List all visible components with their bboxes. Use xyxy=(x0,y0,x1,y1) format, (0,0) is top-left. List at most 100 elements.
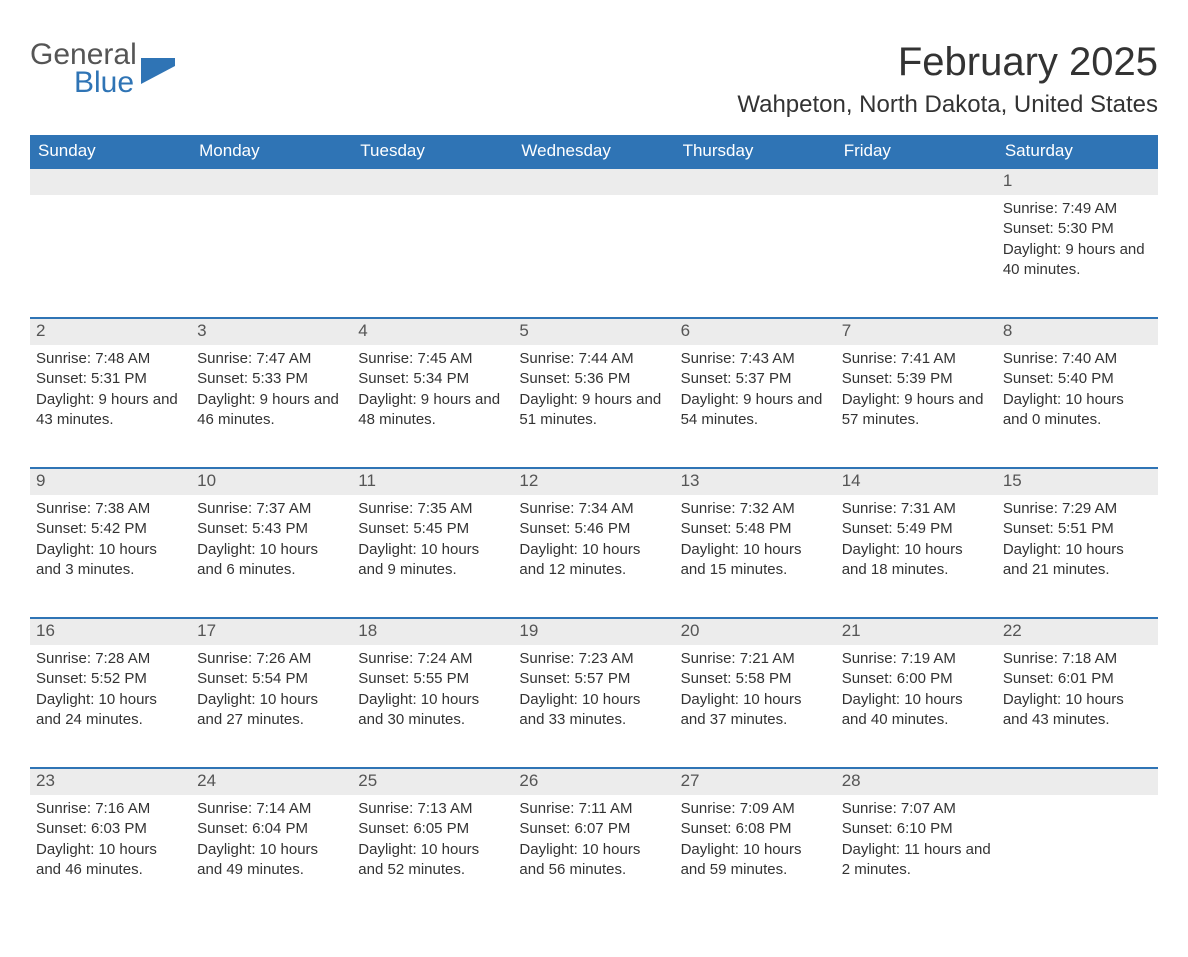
calendar-cell xyxy=(513,168,674,318)
calendar-cell: 15Sunrise: 7:29 AMSunset: 5:51 PMDayligh… xyxy=(997,468,1158,618)
sunset-text: Sunset: 5:49 PM xyxy=(842,519,991,539)
logo: General Blue xyxy=(30,40,175,98)
daylight-text: Daylight: 9 hours and 51 minutes. xyxy=(519,390,668,431)
calendar-cell: 18Sunrise: 7:24 AMSunset: 5:55 PMDayligh… xyxy=(352,618,513,768)
logo-text-2: Blue xyxy=(74,68,137,98)
day-number: 2 xyxy=(30,319,191,345)
day-body: Sunrise: 7:26 AMSunset: 5:54 PMDaylight:… xyxy=(191,645,352,767)
weekday-header: Thursday xyxy=(675,135,836,168)
day-body: Sunrise: 7:40 AMSunset: 5:40 PMDaylight:… xyxy=(997,345,1158,467)
day-number: 3 xyxy=(191,319,352,345)
sunset-text: Sunset: 6:10 PM xyxy=(842,819,991,839)
daylight-text: Daylight: 10 hours and 46 minutes. xyxy=(36,840,185,881)
sunrise-text: Sunrise: 7:38 AM xyxy=(36,499,185,519)
day-body: Sunrise: 7:41 AMSunset: 5:39 PMDaylight:… xyxy=(836,345,997,467)
daylight-text: Daylight: 10 hours and 18 minutes. xyxy=(842,540,991,581)
daylight-text: Daylight: 10 hours and 43 minutes. xyxy=(1003,690,1152,731)
sunset-text: Sunset: 6:03 PM xyxy=(36,819,185,839)
day-number xyxy=(513,169,674,195)
day-body xyxy=(30,195,191,317)
calendar-cell: 2Sunrise: 7:48 AMSunset: 5:31 PMDaylight… xyxy=(30,318,191,468)
calendar-cell xyxy=(191,168,352,318)
sunset-text: Sunset: 6:07 PM xyxy=(519,819,668,839)
calendar-cell: 19Sunrise: 7:23 AMSunset: 5:57 PMDayligh… xyxy=(513,618,674,768)
sunset-text: Sunset: 5:57 PM xyxy=(519,669,668,689)
sunset-text: Sunset: 5:36 PM xyxy=(519,369,668,389)
sunrise-text: Sunrise: 7:45 AM xyxy=(358,349,507,369)
day-body: Sunrise: 7:38 AMSunset: 5:42 PMDaylight:… xyxy=(30,495,191,617)
location-subtitle: Wahpeton, North Dakota, United States xyxy=(737,91,1158,119)
sunset-text: Sunset: 5:48 PM xyxy=(681,519,830,539)
calendar-cell: 12Sunrise: 7:34 AMSunset: 5:46 PMDayligh… xyxy=(513,468,674,618)
daylight-text: Daylight: 10 hours and 33 minutes. xyxy=(519,690,668,731)
day-number: 25 xyxy=(352,769,513,795)
day-number: 28 xyxy=(836,769,997,795)
day-body: Sunrise: 7:23 AMSunset: 5:57 PMDaylight:… xyxy=(513,645,674,767)
calendar-cell: 8Sunrise: 7:40 AMSunset: 5:40 PMDaylight… xyxy=(997,318,1158,468)
day-body: Sunrise: 7:18 AMSunset: 6:01 PMDaylight:… xyxy=(997,645,1158,767)
daylight-text: Daylight: 10 hours and 59 minutes. xyxy=(681,840,830,881)
calendar-cell: 26Sunrise: 7:11 AMSunset: 6:07 PMDayligh… xyxy=(513,768,674,917)
calendar-cell xyxy=(352,168,513,318)
sunset-text: Sunset: 5:58 PM xyxy=(681,669,830,689)
sunset-text: Sunset: 6:05 PM xyxy=(358,819,507,839)
day-body: Sunrise: 7:21 AMSunset: 5:58 PMDaylight:… xyxy=(675,645,836,767)
sunrise-text: Sunrise: 7:44 AM xyxy=(519,349,668,369)
calendar-cell xyxy=(675,168,836,318)
daylight-text: Daylight: 10 hours and 40 minutes. xyxy=(842,690,991,731)
daylight-text: Daylight: 9 hours and 48 minutes. xyxy=(358,390,507,431)
day-body: Sunrise: 7:14 AMSunset: 6:04 PMDaylight:… xyxy=(191,795,352,917)
calendar-cell: 5 Sunrise: 7:44 AMSunset: 5:36 PMDaylight… xyxy=(513,318,674,468)
day-body: Sunrise: 7:09 AMSunset: 6:08 PMDaylight:… xyxy=(675,795,836,917)
daylight-text: Daylight: 10 hours and 15 minutes. xyxy=(681,540,830,581)
day-body xyxy=(675,195,836,317)
day-body: Sunrise: 7:48 AMSunset: 5:31 PMDaylight:… xyxy=(30,345,191,467)
day-body: Sunrise: 7:31 AMSunset: 5:49 PMDaylight:… xyxy=(836,495,997,617)
daylight-text: Daylight: 10 hours and 9 minutes. xyxy=(358,540,507,581)
day-number: 5 xyxy=(513,319,674,345)
day-number: 18 xyxy=(352,619,513,645)
day-body: Sunrise: 7:11 AMSunset: 6:07 PMDaylight:… xyxy=(513,795,674,917)
calendar-cell: 3Sunrise: 7:47 AMSunset: 5:33 PMDaylight… xyxy=(191,318,352,468)
day-body: Sunrise: 7:49 AMSunset: 5:30 PMDaylight:… xyxy=(997,195,1158,317)
sunset-text: Sunset: 5:54 PM xyxy=(197,669,346,689)
day-body: Sunrise: 7:29 AMSunset: 5:51 PMDaylight:… xyxy=(997,495,1158,617)
sunrise-text: Sunrise: 7:31 AM xyxy=(842,499,991,519)
calendar-cell: 14Sunrise: 7:31 AMSunset: 5:49 PMDayligh… xyxy=(836,468,997,618)
daylight-text: Daylight: 10 hours and 30 minutes. xyxy=(358,690,507,731)
day-number: 9 xyxy=(30,469,191,495)
sunset-text: Sunset: 6:04 PM xyxy=(197,819,346,839)
day-number: 10 xyxy=(191,469,352,495)
calendar-table: SundayMondayTuesdayWednesdayThursdayFrid… xyxy=(30,135,1158,917)
sunrise-text: Sunrise: 7:14 AM xyxy=(197,799,346,819)
day-number xyxy=(675,169,836,195)
sunrise-text: Sunrise: 7:07 AM xyxy=(842,799,991,819)
weekday-header: Wednesday xyxy=(513,135,674,168)
day-number xyxy=(836,169,997,195)
sunset-text: Sunset: 5:42 PM xyxy=(36,519,185,539)
calendar-cell: 25Sunrise: 7:13 AMSunset: 6:05 PMDayligh… xyxy=(352,768,513,917)
sunrise-text: Sunrise: 7:40 AM xyxy=(1003,349,1152,369)
calendar-cell: 17Sunrise: 7:26 AMSunset: 5:54 PMDayligh… xyxy=(191,618,352,768)
sunrise-text: Sunrise: 7:47 AM xyxy=(197,349,346,369)
daylight-text: Daylight: 10 hours and 0 minutes. xyxy=(1003,390,1152,431)
sunrise-text: Sunrise: 7:18 AM xyxy=(1003,649,1152,669)
calendar-cell: 20Sunrise: 7:21 AMSunset: 5:58 PMDayligh… xyxy=(675,618,836,768)
sunrise-text: Sunrise: 7:43 AM xyxy=(681,349,830,369)
day-body: Sunrise: 7:47 AMSunset: 5:33 PMDaylight:… xyxy=(191,345,352,467)
day-body: Sunrise: 7:07 AMSunset: 6:10 PMDaylight:… xyxy=(836,795,997,917)
sunrise-text: Sunrise: 7:09 AM xyxy=(681,799,830,819)
sunrise-text: Sunrise: 7:32 AM xyxy=(681,499,830,519)
calendar-cell: 11Sunrise: 7:35 AMSunset: 5:45 PMDayligh… xyxy=(352,468,513,618)
day-body xyxy=(352,195,513,317)
day-body: Sunrise: 7:28 AMSunset: 5:52 PMDaylight:… xyxy=(30,645,191,767)
day-body: Sunrise: 7:24 AMSunset: 5:55 PMDaylight:… xyxy=(352,645,513,767)
calendar-cell: 13Sunrise: 7:32 AMSunset: 5:48 PMDayligh… xyxy=(675,468,836,618)
sunrise-text: Sunrise: 7:37 AM xyxy=(197,499,346,519)
day-body xyxy=(836,195,997,317)
calendar-cell xyxy=(30,168,191,318)
day-body: Sunrise: 7:13 AMSunset: 6:05 PMDaylight:… xyxy=(352,795,513,917)
calendar-cell: 6Sunrise: 7:43 AMSunset: 5:37 PMDaylight… xyxy=(675,318,836,468)
weekday-header: Sunday xyxy=(30,135,191,168)
day-number xyxy=(352,169,513,195)
